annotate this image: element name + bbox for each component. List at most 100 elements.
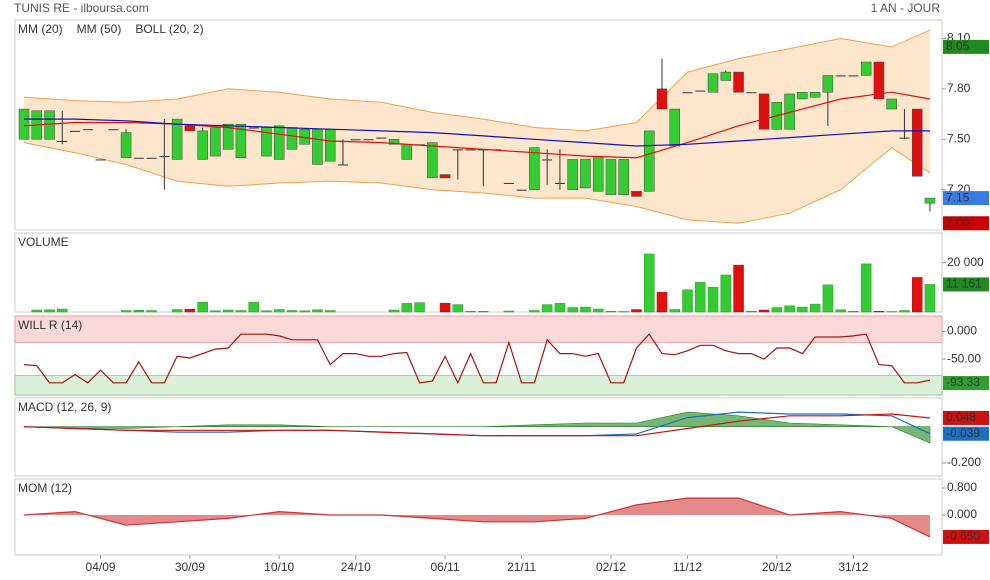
volume-bar	[669, 309, 681, 313]
candle-body	[363, 139, 374, 141]
volume-bar	[746, 311, 757, 313]
candle-body	[618, 159, 629, 195]
candle-body	[197, 130, 208, 160]
value-marker-label: 7.15	[946, 190, 970, 204]
volume-bar	[784, 305, 795, 313]
value-marker-label: -0.650	[946, 529, 980, 543]
volume-bar	[235, 310, 247, 313]
panel-frame	[14, 232, 943, 313]
candle-body	[324, 128, 336, 162]
volume-bar	[580, 306, 591, 313]
value-marker-label: 11 161	[946, 277, 982, 291]
volume-bar	[758, 309, 770, 313]
volume-bar	[643, 253, 655, 313]
candle-body	[656, 88, 668, 110]
volume-bar	[299, 310, 310, 313]
value-marker-label: 8.05	[946, 39, 970, 53]
x-tick-label: 24/10	[341, 560, 371, 574]
candle-body	[911, 108, 923, 177]
value-marker	[943, 191, 989, 206]
candle-body	[516, 189, 527, 191]
volume-bar	[478, 311, 489, 313]
candle-body	[210, 127, 221, 157]
volume-bar	[261, 310, 272, 313]
volume-bar	[835, 309, 846, 313]
volume-bar	[503, 310, 515, 313]
volume-bar	[707, 287, 719, 313]
legend-entry: BOLL (20, 2)	[135, 22, 203, 36]
volume-bar	[248, 301, 259, 313]
x-tick-label: 20/12	[762, 560, 792, 574]
candle-body	[57, 140, 68, 142]
value-marker-label: 7.00	[946, 215, 970, 229]
value-marker-label: -0.039	[946, 426, 980, 440]
candle-body	[707, 73, 719, 93]
volume-bar	[873, 311, 885, 313]
volume-bar	[771, 307, 783, 313]
candle-body	[886, 98, 897, 110]
volume-bar	[797, 306, 808, 313]
y-tick-label: 0.800	[947, 480, 977, 494]
candle-body	[542, 159, 553, 161]
candle-body	[682, 92, 693, 94]
candle-body	[82, 129, 93, 131]
candle-body	[376, 137, 387, 139]
candle-body	[159, 156, 170, 158]
candle-body	[248, 127, 259, 129]
x-tick-label: 10/10	[264, 560, 294, 574]
panel-title: WILL R (14)	[18, 318, 82, 332]
volume-bar	[720, 274, 732, 313]
volume-bar	[44, 309, 55, 313]
boll-lower	[23, 142, 931, 224]
candle-body	[860, 61, 872, 76]
panel-title: VOLUME	[18, 235, 69, 249]
y-tick-label: 7.80	[947, 81, 971, 95]
candle-body	[746, 92, 757, 94]
candle-body	[529, 147, 540, 190]
x-tick-label: 02/12	[596, 560, 626, 574]
volume-bar	[439, 302, 451, 313]
volume-bar	[682, 289, 693, 313]
volume-bar	[452, 304, 464, 313]
period[interactable]: 1 AN - JOUR	[871, 1, 941, 15]
macd-histogram	[23, 411, 931, 444]
candle-body	[95, 159, 106, 161]
volume-bar	[809, 303, 821, 313]
candle-body	[18, 108, 30, 140]
candle-body	[273, 125, 285, 160]
y-tick-label: 0.000	[947, 507, 977, 521]
volume-bar	[899, 310, 910, 313]
panel-frame	[14, 478, 943, 556]
panel-frame	[14, 397, 943, 477]
candle-body	[643, 130, 655, 192]
candle-body	[222, 123, 234, 150]
momentum-area	[24, 498, 930, 537]
candle-body	[452, 149, 463, 151]
volume-bar	[210, 310, 221, 313]
candle-body	[809, 91, 821, 98]
x-tick-label: 06/11	[431, 560, 460, 574]
candle-body	[822, 75, 834, 93]
x-tick-label: 31/12	[838, 560, 868, 574]
volume-bar	[541, 304, 553, 313]
candle-body	[733, 71, 744, 93]
volume-bar	[197, 301, 208, 313]
overbought-zone	[14, 315, 943, 343]
boll-band	[24, 30, 930, 224]
candle-body	[338, 164, 348, 166]
indicator-line	[23, 413, 931, 437]
candle-body	[312, 128, 323, 165]
candle-body	[401, 144, 413, 160]
candle-body	[797, 91, 808, 100]
candle-body	[133, 157, 144, 159]
y-tick-label: 7.50	[947, 131, 971, 145]
candle-body	[605, 159, 617, 195]
value-marker	[943, 529, 989, 544]
volume-bar	[273, 309, 285, 313]
candle-body	[108, 129, 119, 131]
volume-bar	[592, 308, 604, 313]
candle-body	[720, 71, 732, 81]
candle-body	[873, 61, 885, 100]
candle-body	[44, 110, 55, 140]
candle-body	[427, 142, 438, 179]
